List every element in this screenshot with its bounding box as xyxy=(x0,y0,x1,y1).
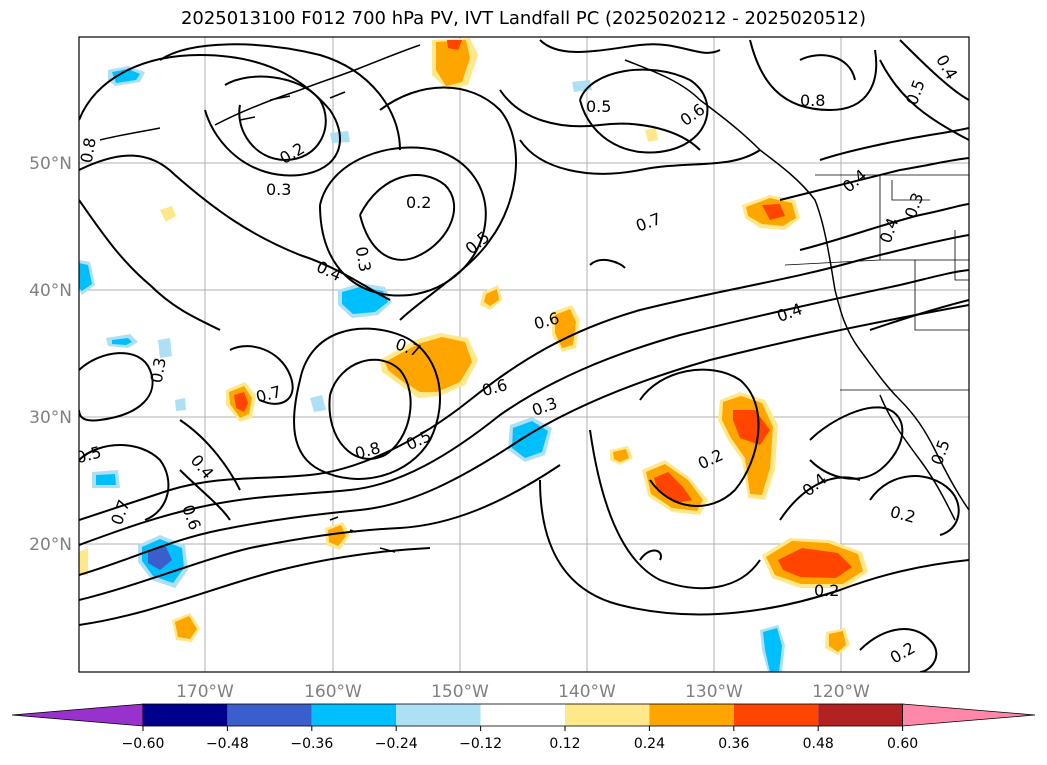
map-title: 2025013100 F012 700 hPa PV, IVT Landfall… xyxy=(180,8,867,29)
latitude-labels: 20°N 30°N 40°N 50°N xyxy=(29,154,72,555)
pv-contours xyxy=(79,39,969,672)
contour-label: 0.8 xyxy=(77,136,100,164)
lon-label: 150°W xyxy=(431,682,489,702)
contour-label: 0.5 xyxy=(403,426,434,454)
contour-label: 0.2 xyxy=(814,581,839,600)
colorbar-tick-label: −0.48 xyxy=(206,736,249,752)
colorbar-extend-max xyxy=(902,703,1036,727)
contour-label: 0.5 xyxy=(586,97,611,116)
contour-label: 0.4 xyxy=(799,469,831,500)
colorbar-bin xyxy=(480,704,565,726)
contour-label: 0.4 xyxy=(839,165,871,196)
coastlines xyxy=(99,44,969,553)
colorbar-bin xyxy=(818,704,903,726)
contour-label: 0.2 xyxy=(887,638,919,667)
lon-label: 160°W xyxy=(304,682,362,702)
colorbar-tick-label: −0.60 xyxy=(122,736,165,752)
colorbar-bin xyxy=(733,704,819,726)
contour-label: 0.4 xyxy=(774,299,804,326)
colorbar-tick-label: −0.12 xyxy=(459,736,502,752)
lat-label: 50°N xyxy=(29,154,72,174)
colorbar: −0.60 −0.48 −0.36 −0.24 −0.12 0.12 0.24 0.36 0.4… xyxy=(11,703,1036,752)
longitude-labels: 170°W 160°W 150°W 140°W 130°W 120°W xyxy=(176,682,870,702)
colorbar-bin xyxy=(565,704,650,726)
contour-label: 0.3 xyxy=(352,245,375,273)
lon-label: 170°W xyxy=(176,682,234,702)
contour-label: 0.4 xyxy=(932,51,961,83)
colorbar-tick-label: 0.48 xyxy=(803,736,834,752)
colorbar-tick-label: −0.24 xyxy=(375,736,418,752)
contour-label: 0.5 xyxy=(462,227,494,258)
political-borders xyxy=(784,174,969,391)
lon-label: 130°W xyxy=(685,682,743,702)
lon-label: 140°W xyxy=(558,682,616,702)
lat-label: 40°N xyxy=(29,281,72,301)
contour-label: 0.3 xyxy=(147,356,170,384)
graticule xyxy=(79,37,969,672)
colorbar-tick-label: 0.36 xyxy=(718,736,749,752)
contour-label: 0.3 xyxy=(529,393,559,420)
colorbar-tick-label: 0.12 xyxy=(549,736,580,752)
contour-label: 0.2 xyxy=(888,502,918,527)
colorbar-bin xyxy=(311,704,397,726)
colorbar-bin xyxy=(396,704,481,726)
contour-label: 0.8 xyxy=(800,91,825,110)
contour-label: 0.2 xyxy=(695,445,726,473)
colorbar-frame xyxy=(142,703,903,727)
colorbar-bin xyxy=(227,704,312,726)
lat-label: 30°N xyxy=(29,408,72,428)
lon-label: 120°W xyxy=(812,682,870,702)
ivt-shading xyxy=(79,38,868,672)
contour-label: 0.6 xyxy=(480,375,510,400)
contour-label: 0.5 xyxy=(902,77,929,107)
colorbar-tick-label: −0.36 xyxy=(290,736,333,752)
colorbar-bin xyxy=(143,704,228,726)
colorbar-bin xyxy=(649,704,734,726)
colorbar-tick-label: 0.24 xyxy=(634,736,665,752)
colorbar-extend-min xyxy=(11,703,144,727)
contour-label: 0.3 xyxy=(266,180,291,199)
contour-label: 0.3 xyxy=(901,190,928,220)
contour-label: 0.7 xyxy=(107,497,134,527)
contour-label: 0.7 xyxy=(633,209,663,236)
contour-label: 0.4 xyxy=(187,451,218,483)
lat-label: 20°N xyxy=(29,535,72,555)
contour-label: 0.2 xyxy=(406,193,431,212)
map-frame xyxy=(78,36,970,673)
colorbar-tick-label: 0.60 xyxy=(887,736,918,752)
contour-label: 0.8 xyxy=(353,438,383,463)
map-plot-area: 0.8 0.2 0.3 0.2 0.4 0.3 0.5 0.6 0.5 0.8 … xyxy=(74,37,969,672)
contour-label: 0.5 xyxy=(74,442,104,467)
